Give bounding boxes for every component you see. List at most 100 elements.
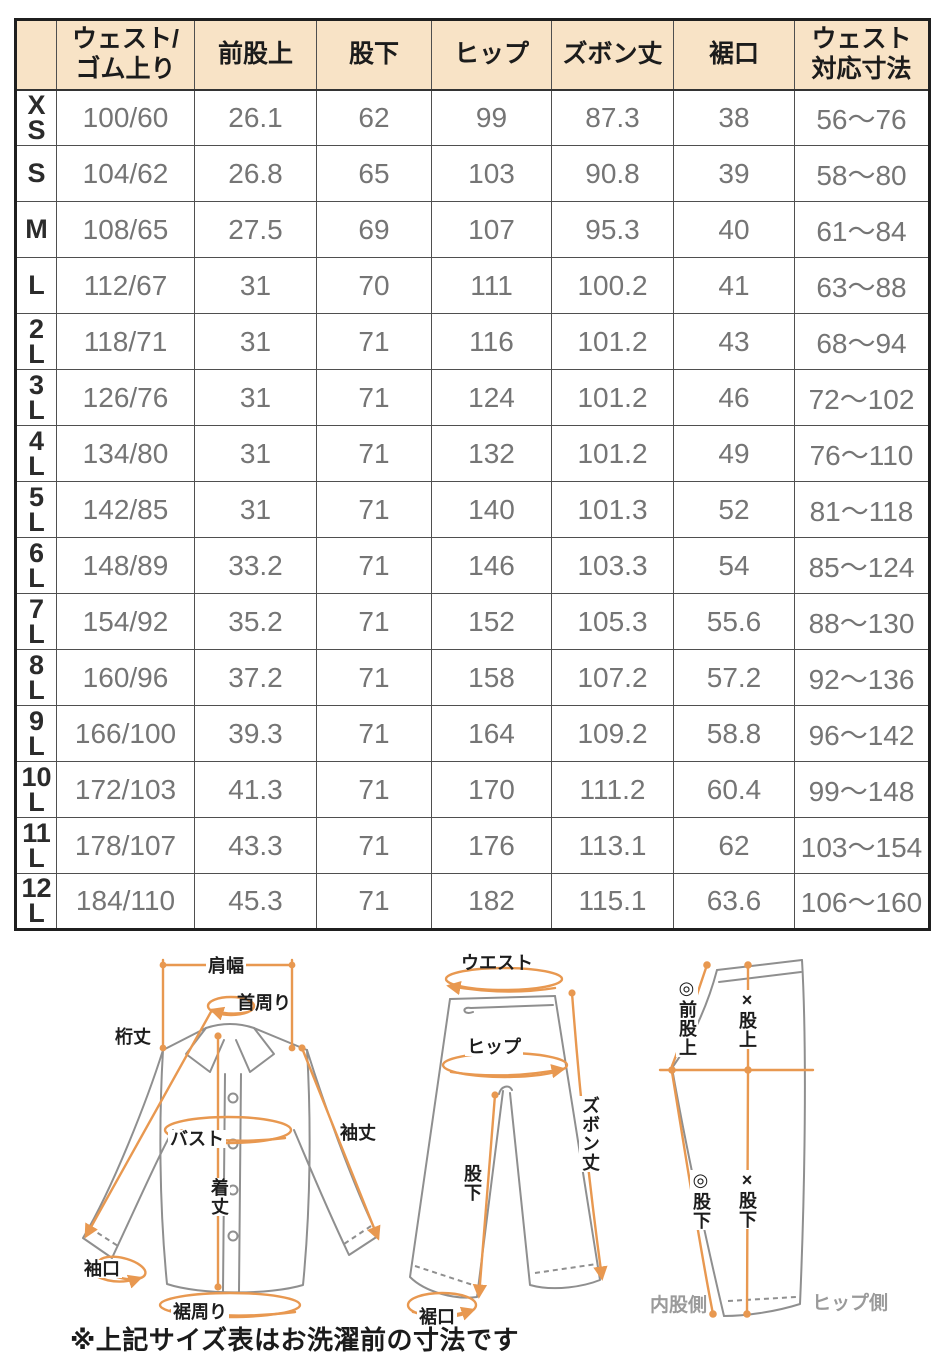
value-cell: 58.8 [673, 705, 795, 762]
pants-side-hem-seam [727, 1296, 797, 1302]
body-length-label: 着丈 [208, 1178, 230, 1216]
inseam-front-label: ◎股下 [690, 1170, 712, 1230]
value-cell: 71 [316, 593, 432, 650]
value-cell: 112/67 [56, 257, 195, 314]
table-row: 9 L 166/100 39.3 71 164 109.2 58.8 96〜142 [15, 705, 930, 762]
value-cell: 118/71 [56, 313, 195, 370]
table-row: 11 L 178/107 43.3 71 176 113.1 62 103〜154 [15, 817, 930, 874]
value-cell: 100/60 [56, 89, 195, 146]
shirt-measure-marks [84, 958, 381, 1320]
value-cell: 71 [316, 817, 432, 874]
value-cell: 99〜148 [794, 761, 930, 818]
value-cell: 116 [431, 313, 552, 370]
value-cell: 107.2 [551, 649, 674, 706]
value-cell: 140 [431, 481, 552, 538]
value-cell: 68〜94 [794, 313, 930, 370]
size-table-body: X S 100/60 26.1 62 99 87.3 38 56〜76 S 104/62 26.8 65… [15, 89, 930, 930]
value-cell: 111.2 [551, 761, 674, 818]
rise-label: ×股上 [736, 990, 758, 1049]
value-cell: 178/107 [56, 817, 195, 874]
table-row: X S 100/60 26.1 62 99 87.3 38 56〜76 [15, 89, 930, 146]
column-header: 裾口 [673, 19, 795, 91]
table-row: S 104/62 26.8 65 103 90.8 39 58〜80 [15, 145, 930, 202]
value-cell: 35.2 [194, 593, 317, 650]
value-cell: 113.1 [551, 817, 674, 874]
table-row: 10 L 172/103 41.3 71 170 111.2 60.4 99〜148 [15, 761, 930, 818]
value-cell: 65 [316, 145, 432, 202]
shirt-measure-diagram: 肩幅 首周り 桁丈 バスト 着丈 袖丈 袖口 裾周り [60, 948, 390, 1340]
hip-label: ヒップ [465, 1037, 523, 1057]
value-cell: 104/62 [56, 145, 195, 202]
table-row: 3 L 126/76 31 71 124 101.2 46 72〜102 [15, 369, 930, 426]
value-cell: 172/103 [56, 761, 195, 818]
column-header: 股下 [316, 19, 432, 91]
cuff-opening-label: 袖口 [82, 1259, 122, 1279]
column-header [15, 19, 57, 91]
value-cell: 57.2 [673, 649, 795, 706]
value-cell: 142/85 [56, 481, 195, 538]
value-cell: 70 [316, 257, 432, 314]
value-cell: 31 [194, 369, 317, 426]
shirt-diagram-drawing [82, 958, 381, 1320]
value-cell: 166/100 [56, 705, 195, 762]
pants-front-measure-diagram: ウエスト ヒップ ズボン丈 股下 裾口 [395, 948, 675, 1348]
size-table: ウェスト/ゴム上り 前股上 股下 ヒップ ズボン丈 裾口 ウェスト 対応寸法 X S 100/60… [14, 18, 931, 931]
value-cell: 76〜110 [794, 425, 930, 482]
value-cell: 39.3 [194, 705, 317, 762]
value-cell: 39 [673, 145, 795, 202]
value-cell: 106〜160 [794, 873, 930, 930]
value-cell: 63.6 [673, 873, 795, 930]
value-cell: 103〜154 [794, 817, 930, 874]
value-cell: 40 [673, 201, 795, 258]
pants-front-hem-seams [414, 1263, 598, 1286]
value-cell: 55.6 [673, 593, 795, 650]
value-cell: 132 [431, 425, 552, 482]
value-cell: 71 [316, 425, 432, 482]
header-row: ウェスト/ゴム上り 前股上 股下 ヒップ ズボン丈 裾口 ウェスト 対応寸法 [15, 19, 930, 91]
pants-front-drawing [406, 966, 608, 1321]
value-cell: 71 [316, 873, 432, 930]
size-cell: L [15, 257, 57, 314]
size-cell: 11 L [15, 817, 57, 874]
value-cell: 95.3 [551, 201, 674, 258]
value-cell: 56〜76 [794, 89, 930, 146]
table-row: 4 L 134/80 31 71 132 101.2 49 76〜110 [15, 425, 930, 482]
value-cell: 33.2 [194, 537, 317, 594]
inner-thigh-side-label: 内股側 [650, 1295, 708, 1316]
value-cell: 61〜84 [794, 201, 930, 258]
bust-label: バスト [168, 1129, 226, 1149]
waist-label: ウエスト [461, 953, 533, 973]
hem-girth-label: 裾周り [171, 1302, 229, 1322]
value-cell: 96〜142 [794, 705, 930, 762]
value-cell: 26.8 [194, 145, 317, 202]
value-cell: 58〜80 [794, 145, 930, 202]
value-cell: 134/80 [56, 425, 195, 482]
value-cell: 60.4 [673, 761, 795, 818]
size-cell: 10 L [15, 761, 57, 818]
value-cell: 62 [673, 817, 795, 874]
value-cell: 100.2 [551, 257, 674, 314]
pants-side-measure-diagram: ◎前股上 ×股上 ◎股下 ×股下 内股側 ヒップ側 [650, 948, 940, 1348]
value-cell: 69 [316, 201, 432, 258]
value-cell: 170 [431, 761, 552, 818]
value-cell: 101.2 [551, 425, 674, 482]
value-cell: 176 [431, 817, 552, 874]
shirt-outline [82, 1023, 379, 1294]
size-table-head: ウェスト/ゴム上り 前股上 股下 ヒップ ズボン丈 裾口 ウェスト 対応寸法 [15, 19, 930, 91]
value-cell: 63〜88 [794, 257, 930, 314]
value-cell: 49 [673, 425, 795, 482]
pants-front-measure-marks [406, 966, 608, 1321]
value-cell: 103 [431, 145, 552, 202]
value-cell: 164 [431, 705, 552, 762]
value-cell: 101.2 [551, 313, 674, 370]
value-cell: 146 [431, 537, 552, 594]
value-cell: 31 [194, 481, 317, 538]
value-cell: 37.2 [194, 649, 317, 706]
value-cell: 103.3 [551, 537, 674, 594]
